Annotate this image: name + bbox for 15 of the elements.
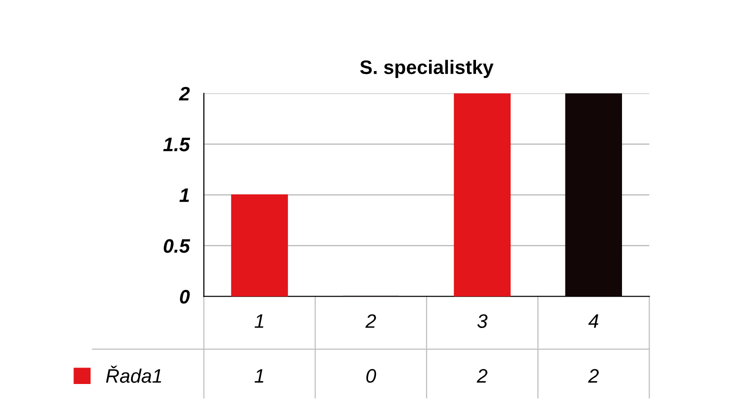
y-tick-label: 1 [179, 188, 189, 202]
x-tick-label: 1 [254, 314, 264, 328]
x-tick-label: 2 [365, 314, 376, 328]
y-tick-label: 0.5 [164, 239, 190, 253]
data-label: 0 [366, 369, 376, 383]
x-tick-label: 3 [477, 314, 488, 328]
y-tick-label: 0 [180, 290, 190, 304]
data-label: 2 [588, 369, 599, 383]
data-label: 1 [254, 369, 264, 383]
data-label: 2 [476, 369, 488, 383]
y-tick-label: 2 [178, 86, 190, 100]
y-tick-label: 1.5 [163, 138, 190, 152]
x-tick-label: 4 [588, 314, 598, 328]
legend-label: Řada1 [106, 366, 162, 383]
chart-title: S. specialistky [360, 60, 494, 78]
